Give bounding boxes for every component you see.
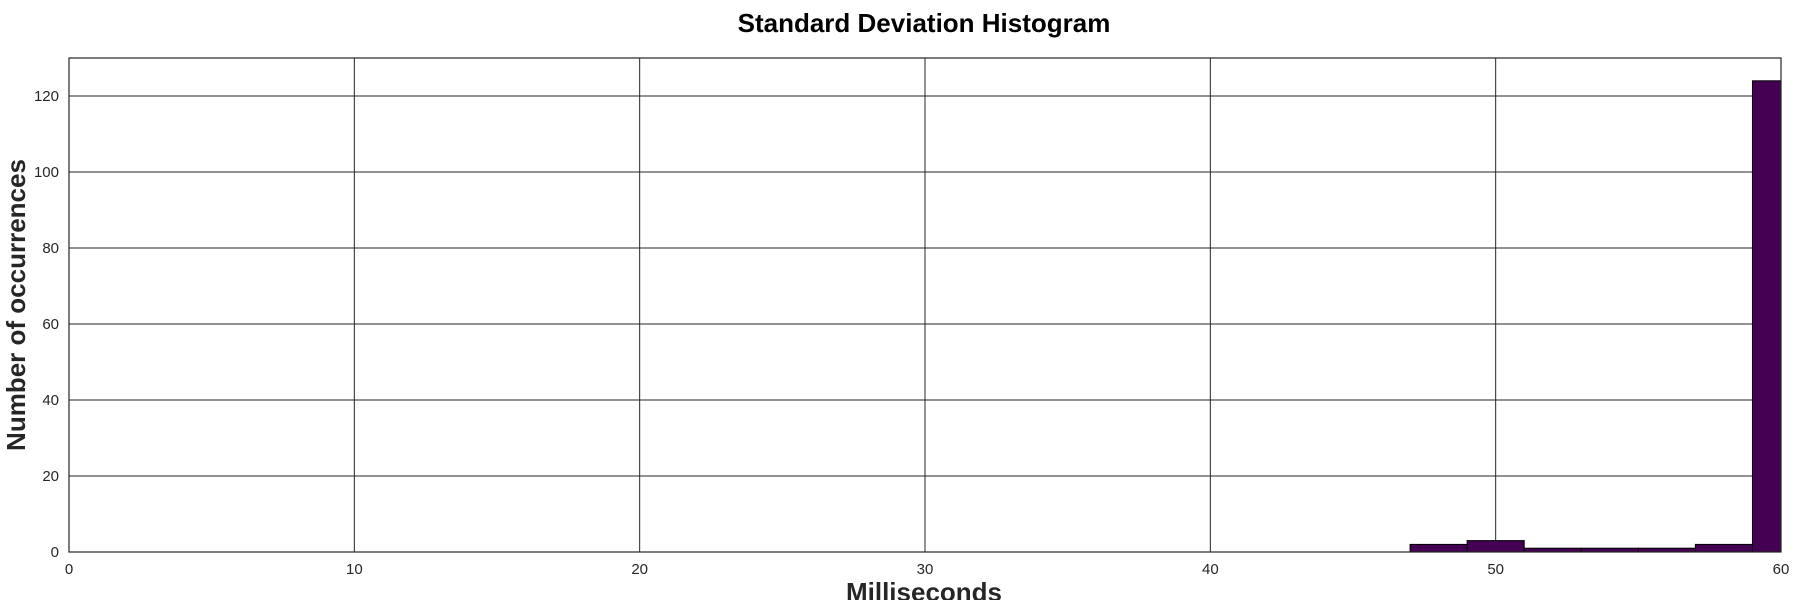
histogram-bar <box>1409 543 1468 553</box>
y-tick-label: 20 <box>42 468 59 485</box>
y-tick-label: 100 <box>34 164 59 181</box>
bar-layer <box>1409 80 1782 553</box>
x-tick-label: 40 <box>1202 561 1219 578</box>
tick-label-layer: 0 10 20 30 40 50 60 0 20 40 60 80 100 120 <box>34 88 1789 578</box>
y-tick-label: 40 <box>42 392 59 409</box>
x-tick-label: 10 <box>346 561 363 578</box>
grid-layer <box>68 58 1782 553</box>
x-axis-label: Milliseconds <box>846 577 1002 600</box>
histogram-bar <box>1751 80 1782 553</box>
plot-area-border <box>68 57 1782 553</box>
y-tick-label: 60 <box>42 316 59 333</box>
y-tick-label: 120 <box>34 88 59 105</box>
chart-title: Standard Deviation Histogram <box>738 8 1111 38</box>
y-tick-label: 80 <box>42 240 59 257</box>
x-tick-label: 20 <box>631 561 648 578</box>
x-tick-label: 0 <box>65 561 73 578</box>
x-tick-label: 50 <box>1487 561 1504 578</box>
histogram-bar <box>1694 543 1753 553</box>
y-tick-label: 0 <box>51 544 59 561</box>
y-axis-label: Number of occurrences <box>1 159 31 451</box>
histogram-bar <box>1466 540 1525 553</box>
x-tick-label: 30 <box>917 561 934 578</box>
x-tick-label: 60 <box>1773 561 1790 578</box>
